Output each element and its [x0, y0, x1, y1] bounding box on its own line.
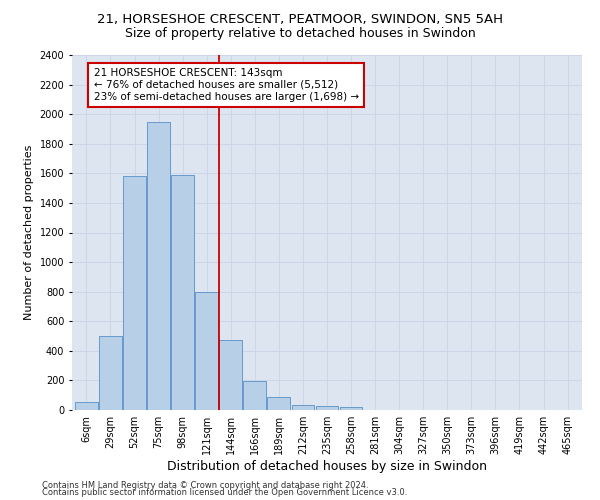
Bar — [316, 406, 338, 410]
Bar — [340, 407, 362, 410]
Text: 21, HORSESHOE CRESCENT, PEATMOOR, SWINDON, SN5 5AH: 21, HORSESHOE CRESCENT, PEATMOOR, SWINDO… — [97, 12, 503, 26]
Text: Size of property relative to detached houses in Swindon: Size of property relative to detached ho… — [125, 28, 475, 40]
Bar — [268, 396, 290, 410]
Bar — [220, 340, 242, 410]
Bar — [147, 122, 170, 410]
Bar — [195, 292, 218, 410]
Text: Contains HM Land Registry data © Crown copyright and database right 2024.: Contains HM Land Registry data © Crown c… — [42, 480, 368, 490]
Text: 21 HORSESHOE CRESCENT: 143sqm
← 76% of detached houses are smaller (5,512)
23% o: 21 HORSESHOE CRESCENT: 143sqm ← 76% of d… — [94, 68, 359, 102]
Text: Contains public sector information licensed under the Open Government Licence v3: Contains public sector information licen… — [42, 488, 407, 497]
Bar — [123, 176, 146, 410]
Bar — [75, 402, 98, 410]
Bar — [244, 381, 266, 410]
Bar — [99, 336, 122, 410]
X-axis label: Distribution of detached houses by size in Swindon: Distribution of detached houses by size … — [167, 460, 487, 473]
Y-axis label: Number of detached properties: Number of detached properties — [24, 145, 34, 320]
Bar — [171, 175, 194, 410]
Bar — [292, 405, 314, 410]
